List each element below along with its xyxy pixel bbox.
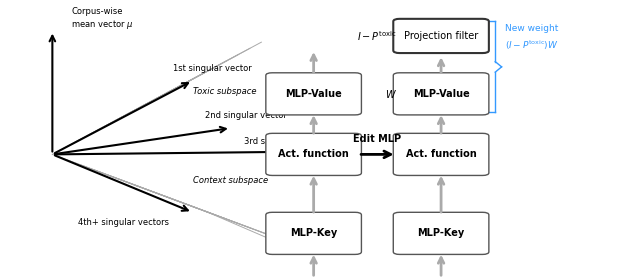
Text: 3rd singular vector: 3rd singular vector — [244, 137, 324, 147]
FancyBboxPatch shape — [266, 133, 362, 175]
Text: MLP-Value: MLP-Value — [413, 89, 470, 99]
Text: MLP-Key: MLP-Key — [290, 228, 337, 238]
Text: Corpus-wise
mean vector $\mu$: Corpus-wise mean vector $\mu$ — [72, 7, 134, 31]
Text: Context subspace: Context subspace — [193, 176, 268, 185]
Text: MLP-Value: MLP-Value — [285, 89, 342, 99]
Text: 1st singular vector: 1st singular vector — [173, 64, 252, 73]
Text: New weight: New weight — [505, 24, 558, 33]
Text: 4th+ singular vectors: 4th+ singular vectors — [78, 217, 169, 227]
FancyBboxPatch shape — [394, 133, 489, 175]
Text: MLP-Key: MLP-Key — [417, 228, 465, 238]
Text: Edit MLP: Edit MLP — [353, 134, 401, 144]
Text: Projection filter: Projection filter — [404, 31, 478, 41]
FancyBboxPatch shape — [266, 212, 362, 254]
Text: Act. function: Act. function — [278, 149, 349, 159]
Text: $I - P^{\mathrm{toxic}}$: $I - P^{\mathrm{toxic}}$ — [357, 29, 396, 43]
Text: Act. function: Act. function — [406, 149, 476, 159]
Text: Toxic subspace: Toxic subspace — [193, 87, 256, 96]
FancyBboxPatch shape — [266, 73, 362, 115]
Text: $W$: $W$ — [385, 88, 396, 100]
Text: $(I - P^{\mathrm{toxic}})W$: $(I - P^{\mathrm{toxic}})W$ — [505, 39, 558, 52]
Text: 2nd singular vector: 2nd singular vector — [205, 111, 287, 120]
FancyBboxPatch shape — [394, 212, 489, 254]
FancyBboxPatch shape — [394, 73, 489, 115]
FancyBboxPatch shape — [394, 19, 489, 53]
